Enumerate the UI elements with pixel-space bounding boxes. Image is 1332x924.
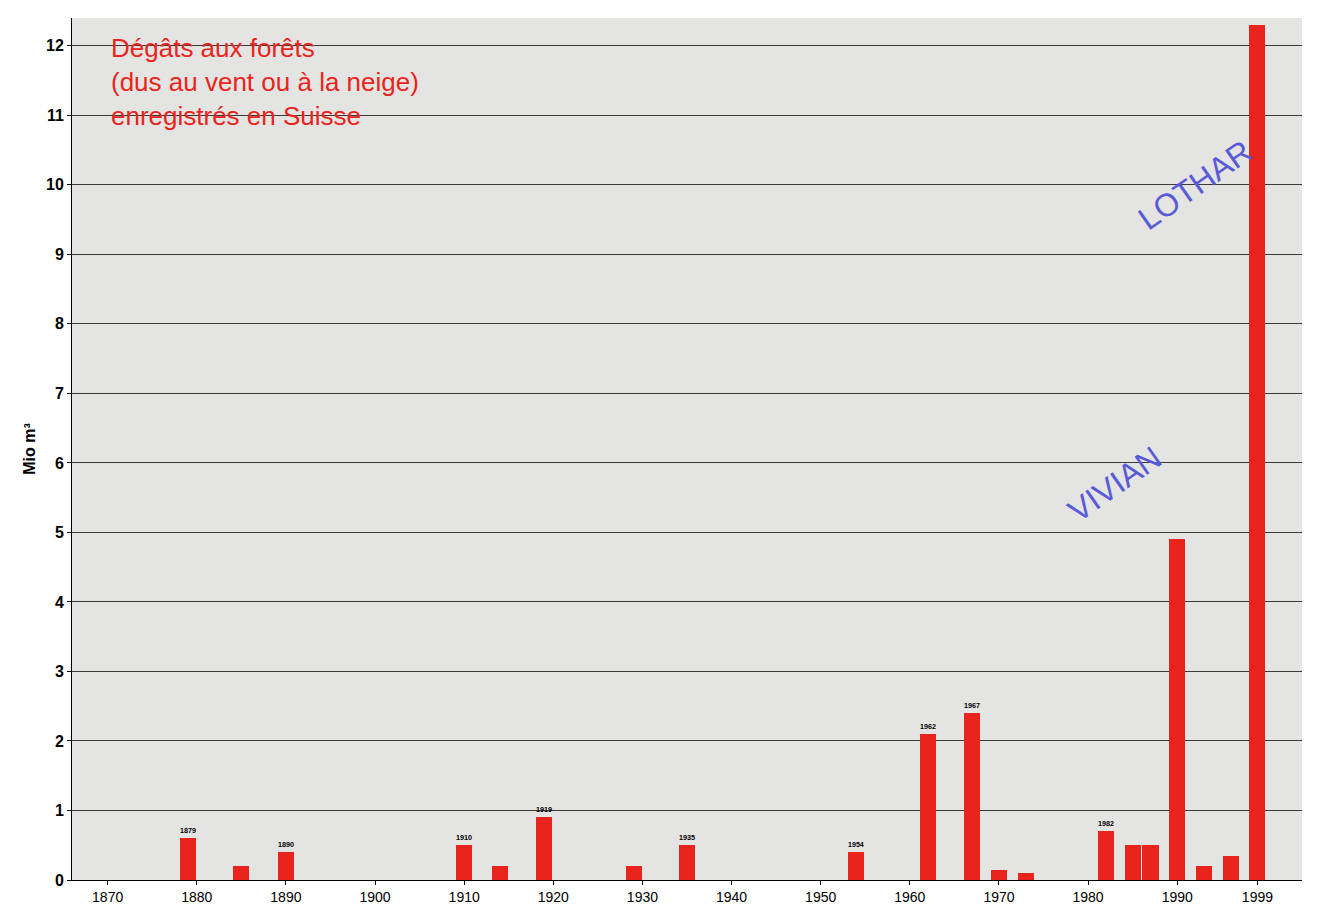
svg-text:7: 7: [55, 385, 64, 402]
svg-text:0: 0: [55, 872, 64, 889]
svg-text:12: 12: [46, 37, 64, 54]
svg-text:1954: 1954: [848, 841, 864, 849]
svg-text:1900: 1900: [359, 889, 390, 905]
svg-text:8: 8: [55, 315, 64, 332]
svg-text:1890: 1890: [270, 889, 301, 905]
svg-text:2: 2: [55, 733, 64, 750]
svg-text:9: 9: [55, 246, 64, 263]
svg-text:1962: 1962: [920, 722, 936, 731]
svg-text:1920: 1920: [538, 889, 569, 905]
svg-text:1935: 1935: [679, 833, 695, 842]
svg-text:Dégâts aux forêts(dus au vent: Dégâts aux forêts(dus au vent ou à la ne…: [111, 33, 419, 131]
svg-text:10: 10: [46, 176, 64, 193]
svg-text:LOTHAR: LOTHAR: [1132, 133, 1259, 237]
svg-text:VIVIAN: VIVIAN: [1061, 439, 1168, 529]
svg-text:11: 11: [47, 107, 64, 124]
svg-text:1930: 1930: [627, 889, 658, 905]
svg-text:1880: 1880: [181, 889, 212, 905]
svg-text:1982: 1982: [1098, 819, 1114, 828]
svg-text:Mio m³: Mio m³: [21, 423, 38, 475]
svg-text:1950: 1950: [805, 889, 836, 905]
svg-text:1999: 1999: [1242, 889, 1273, 905]
svg-text:1879: 1879: [180, 826, 196, 835]
svg-text:5: 5: [55, 524, 64, 541]
svg-text:1870: 1870: [92, 889, 123, 905]
svg-text:6: 6: [55, 455, 64, 472]
svg-text:1910: 1910: [456, 833, 472, 842]
svg-text:1940: 1940: [716, 889, 747, 905]
svg-text:1919: 1919: [536, 805, 552, 814]
svg-text:1990: 1990: [1162, 889, 1193, 905]
svg-text:3: 3: [55, 663, 64, 680]
svg-text:1967: 1967: [964, 701, 980, 710]
svg-text:4: 4: [55, 594, 64, 611]
svg-text:1890: 1890: [278, 840, 294, 849]
svg-text:1: 1: [55, 802, 64, 819]
svg-text:1960: 1960: [894, 889, 925, 905]
svg-text:1970: 1970: [983, 889, 1014, 905]
svg-text:1910: 1910: [449, 889, 480, 905]
svg-text:1980: 1980: [1073, 889, 1104, 905]
